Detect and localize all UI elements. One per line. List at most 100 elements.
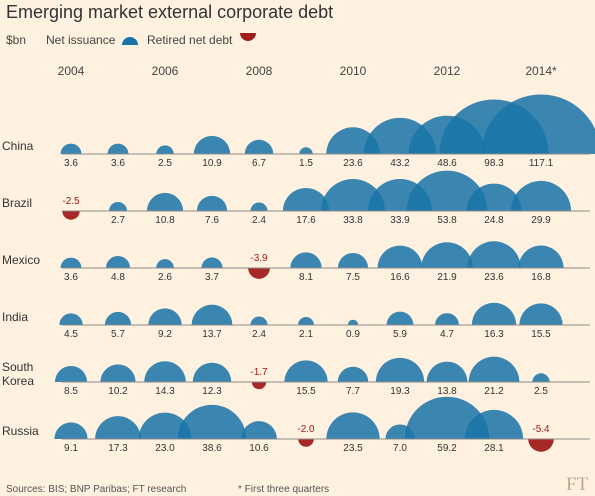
value-label: 15.5 [531, 329, 551, 340]
net-issuance-bubble [105, 255, 131, 268]
value-label: 5.7 [111, 329, 125, 340]
net-issuance-bubble [193, 135, 231, 154]
net-issuance-bubble [467, 241, 521, 268]
net-issuance-bubble [337, 252, 369, 268]
year-label: 2004 [58, 64, 85, 78]
value-label: 9.1 [64, 443, 78, 454]
retired-debt-bubble [298, 439, 314, 447]
country-label: Brazil [2, 196, 32, 210]
net-issuance-bubble [466, 183, 522, 211]
country-label: Russia [2, 424, 39, 438]
value-label: 2.1 [299, 329, 313, 340]
value-label: 7.0 [393, 443, 407, 454]
value-label: 2.7 [111, 215, 125, 226]
value-label: 28.1 [484, 443, 504, 454]
legend-retired-swatch [240, 33, 256, 41]
retired-debt-bubble [62, 211, 80, 220]
value-label: 16.3 [484, 329, 504, 340]
net-issuance-bubble [406, 170, 488, 211]
value-label: 10.6 [249, 443, 269, 454]
net-issuance-bubble [100, 364, 136, 382]
year-label: 2010 [340, 64, 367, 78]
country-row: -2.5 2.7 10.8 7.6 2.4 17.6 33.8 33.9 53.8 24.8 29.… [2, 170, 590, 226]
year-label: 2014* [525, 64, 557, 78]
legend-net-label: Net issuance [46, 33, 116, 47]
value-label: 4.5 [64, 329, 78, 340]
value-label: -2.0 [297, 424, 315, 435]
net-issuance-bubble [148, 308, 182, 325]
value-label: 14.3 [155, 386, 175, 397]
country-row: 3.6 3.6 2.5 10.9 6.7 1.5 23.6 43.2 48.6 98.3 117.1… [2, 94, 595, 169]
value-label: 23.5 [343, 443, 363, 454]
net-issuance-bubble [138, 412, 192, 439]
net-issuance-bubble [426, 361, 468, 382]
net-issuance-bubble [468, 356, 520, 382]
net-issuance-bubble [250, 202, 268, 211]
net-issuance-bubble [60, 257, 82, 268]
value-label: 8.5 [64, 386, 78, 397]
net-issuance-bubble [471, 302, 517, 325]
net-issuance-bubble [375, 357, 425, 382]
net-issuance-bubble [60, 143, 82, 154]
value-label: 5.9 [393, 329, 407, 340]
value-label: 24.8 [484, 215, 504, 226]
net-issuance-bubble [326, 412, 380, 439]
chart-title: Emerging market external corporate debt [6, 2, 334, 22]
country-label: China [2, 139, 34, 153]
value-label: 4.7 [440, 329, 454, 340]
value-label: 23.0 [155, 443, 175, 454]
net-issuance-bubble [54, 422, 88, 439]
value-label: 23.6 [484, 272, 504, 283]
ft-logo: FT [566, 474, 589, 495]
value-label: -2.5 [62, 196, 80, 207]
net-issuance-bubble [510, 180, 572, 211]
country-label: India [2, 310, 28, 324]
net-issuance-bubble [191, 304, 233, 325]
value-label: 98.3 [484, 158, 504, 169]
value-label: 4.8 [111, 272, 125, 283]
value-label: 38.6 [202, 443, 222, 454]
country-label: Korea [2, 374, 34, 388]
net-issuance-bubble [177, 404, 247, 439]
year-label: 2008 [246, 64, 273, 78]
value-label: 3.7 [205, 272, 219, 283]
value-label: 53.8 [437, 215, 457, 226]
value-label: 43.2 [390, 158, 410, 169]
value-label: 3.6 [111, 158, 125, 169]
legend-retired-label: Retired net debt [147, 33, 233, 47]
value-label: 17.3 [108, 443, 128, 454]
value-label: 117.1 [529, 158, 554, 169]
country-row: 8.5 10.2 14.3 12.3 -1.7 15.5 7.7 19.3 13.8 21.2 2.… [2, 356, 590, 397]
retired-debt-bubble [248, 268, 270, 279]
value-label: 8.1 [299, 272, 313, 283]
net-issuance-bubble [244, 139, 274, 154]
value-label: 29.9 [531, 215, 551, 226]
net-issuance-bubble [421, 242, 473, 268]
value-label: 17.6 [296, 215, 316, 226]
value-label: 2.4 [252, 215, 266, 226]
net-issuance-bubble [156, 145, 174, 154]
value-label: 21.9 [437, 272, 457, 283]
value-label: 12.3 [202, 386, 222, 397]
net-issuance-bubble [321, 179, 385, 211]
net-issuance-bubble [192, 362, 232, 382]
net-issuance-bubble [201, 257, 223, 268]
value-label: -1.7 [250, 367, 268, 378]
value-label: 7.7 [346, 386, 360, 397]
net-issuance-bubble [284, 360, 328, 382]
value-label: 10.9 [202, 158, 222, 169]
net-issuance-bubble [337, 366, 369, 382]
net-issuance-bubble [282, 187, 330, 211]
value-label: 13.7 [202, 329, 222, 340]
value-label: 10.2 [108, 386, 128, 397]
net-issuance-bubble [54, 365, 88, 382]
net-issuance-bubble [107, 143, 129, 154]
net-issuance-bubble [290, 252, 322, 268]
net-issuance-bubble [519, 303, 563, 325]
value-label: 2.5 [534, 386, 548, 397]
value-label: 9.2 [158, 329, 172, 340]
unit-label: $bn [6, 33, 27, 47]
value-label: 19.3 [390, 386, 410, 397]
legend-net-swatch [122, 37, 138, 45]
